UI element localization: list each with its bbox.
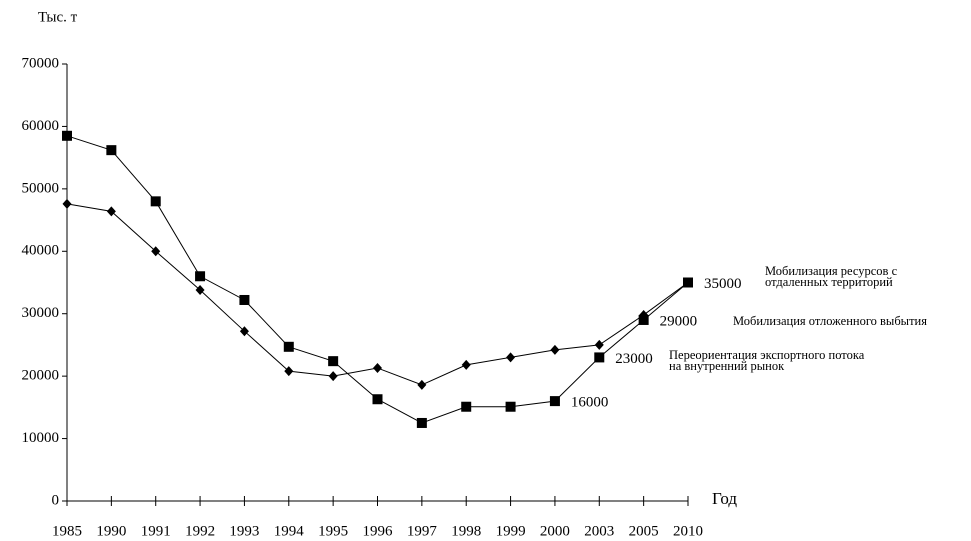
y-tick-label: 0 [52, 492, 60, 508]
marker [461, 401, 472, 412]
marker [195, 271, 206, 282]
y-tick-label: 10000 [22, 430, 60, 446]
marker [283, 341, 294, 352]
marker [461, 359, 471, 370]
x-tick-label: 2000 [540, 523, 570, 539]
x-tick-label: 1990 [96, 523, 126, 539]
marker [106, 206, 116, 217]
series-line [66, 135, 689, 424]
x-tick-label: 2010 [673, 523, 703, 539]
marker [417, 379, 427, 390]
y-tick-label: 60000 [22, 118, 60, 134]
marker [151, 246, 161, 257]
x-tick-label: 1999 [496, 523, 526, 539]
x-tick-label: 2003 [584, 523, 614, 539]
marker [638, 314, 649, 325]
marker [683, 277, 693, 288]
x-tick-label: 1993 [229, 523, 259, 539]
marker [150, 196, 161, 207]
marker [195, 284, 205, 295]
marker [62, 130, 72, 141]
marker [373, 363, 382, 374]
marker [372, 394, 383, 405]
annotation: Переориентация экспортного потока [669, 348, 865, 362]
marker [62, 198, 72, 209]
x-tick-label: 1995 [318, 523, 348, 539]
x-axis-label: Год [712, 489, 737, 508]
value-label: 35000 [704, 276, 742, 292]
value-label: 23000 [615, 351, 653, 367]
y-tick-label: 50000 [22, 180, 60, 196]
y-tick-label: 20000 [22, 368, 60, 384]
annotation: на внутренний рынок [669, 359, 785, 373]
y-tick-label: 30000 [22, 305, 60, 321]
marker [328, 356, 339, 367]
x-tick-label: 1985 [52, 523, 82, 539]
marker [416, 417, 427, 428]
x-tick-label: 1994 [274, 523, 305, 539]
marker [284, 366, 294, 377]
x-tick-label: 1992 [185, 523, 215, 539]
annotation: Мобилизация отложенного выбытия [733, 314, 927, 328]
x-tick-label: 1997 [407, 523, 438, 539]
marker [106, 145, 117, 156]
marker [594, 352, 605, 363]
value-label: 16000 [571, 395, 609, 411]
x-tick-label: 1991 [141, 523, 171, 539]
marker [505, 401, 516, 412]
x-tick-label: 1998 [451, 523, 481, 539]
marker [328, 371, 338, 382]
x-tick-label: 2005 [629, 523, 659, 539]
annotation: Мобилизация ресурсов с [765, 264, 898, 278]
annotation: отдаленных территорий [765, 275, 893, 289]
marker [239, 294, 250, 305]
x-tick-label: 1996 [363, 523, 394, 539]
marker [594, 339, 604, 350]
marker [239, 326, 249, 337]
marker [506, 352, 516, 363]
y-tick-label: 70000 [22, 55, 60, 71]
marker [549, 396, 560, 407]
marker [550, 344, 560, 355]
y-tick-label: 40000 [22, 243, 60, 259]
value-label: 29000 [660, 313, 698, 329]
y-axis-label: Тыс. т [38, 9, 78, 25]
